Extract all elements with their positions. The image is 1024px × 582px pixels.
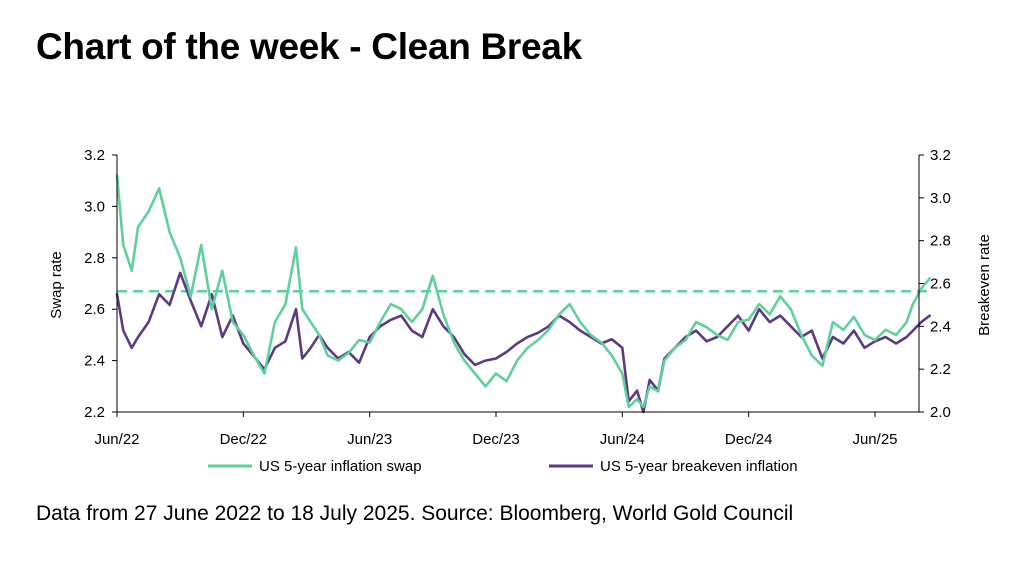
x-tick-label: Jun/24 xyxy=(600,431,645,448)
left-tick-label: 2.6 xyxy=(84,301,105,318)
x-tick-label: Jun/25 xyxy=(852,431,897,448)
x-tick-label: Dec/22 xyxy=(220,431,268,448)
breakeven-series-line xyxy=(115,271,932,414)
x-tick-label: Dec/23 xyxy=(472,431,520,448)
right-tick-label: 3.2 xyxy=(930,147,951,164)
left-tick-label: 2.2 xyxy=(84,404,105,421)
left-tick-label: 2.4 xyxy=(84,353,105,370)
right-axis-title: Breakeven rate xyxy=(976,234,993,336)
right-tick-label: 3.0 xyxy=(930,190,951,207)
left-tick-label: 2.8 xyxy=(84,250,105,267)
legend-breakeven-label: US 5-year breakeven inflation xyxy=(600,458,798,475)
x-tick-label: Jun/22 xyxy=(94,431,139,448)
x-tick-label: Dec/24 xyxy=(725,431,773,448)
right-tick-label: 2.2 xyxy=(930,361,951,378)
legend-swap-label: US 5-year inflation swap xyxy=(259,458,422,475)
right-tick-label: 2.4 xyxy=(930,318,951,335)
left-tick-label: 3.0 xyxy=(84,198,105,215)
right-tick-label: 2.6 xyxy=(930,276,951,293)
x-tick-label: Jun/23 xyxy=(347,431,392,448)
left-tick-label: 3.2 xyxy=(84,147,105,164)
right-tick-label: 2.8 xyxy=(930,233,951,250)
swap-series-line xyxy=(115,174,932,409)
source-footnote: Data from 27 June 2022 to 18 July 2025. … xyxy=(36,502,794,525)
right-tick-label: 2.0 xyxy=(930,404,951,421)
page-title: Chart of the week - Clean Break xyxy=(36,26,582,67)
legend: US 5-year inflation swap US 5-year breake… xyxy=(208,458,798,475)
left-axis-title: Swap rate xyxy=(48,251,65,319)
